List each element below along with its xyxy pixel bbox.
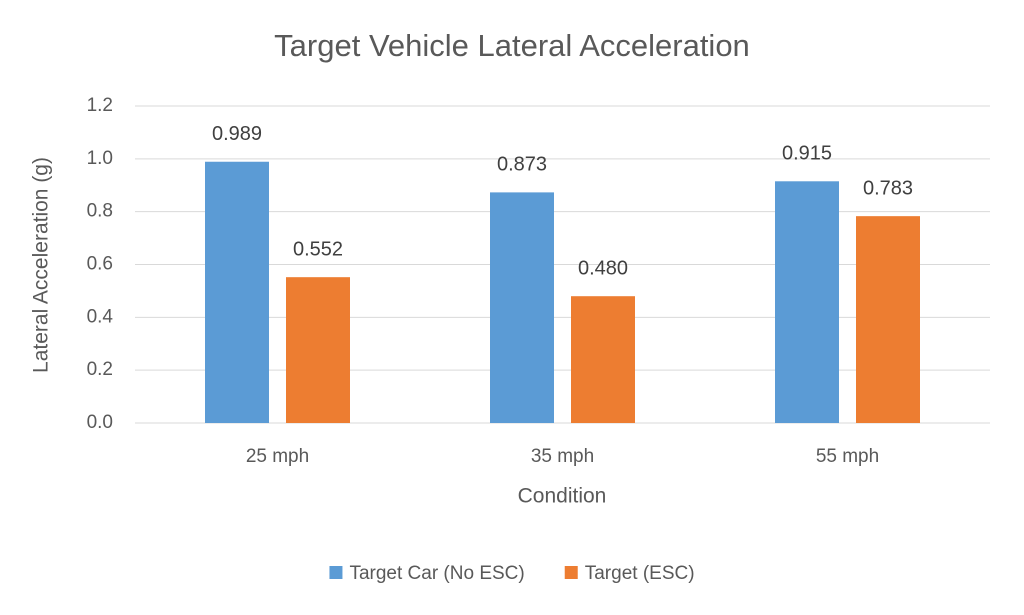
bar	[490, 192, 554, 423]
x-tick-label: 55 mph	[816, 446, 879, 467]
data-label: 0.989	[212, 123, 262, 145]
data-label: 0.552	[293, 238, 343, 260]
legend-swatch	[564, 566, 578, 579]
y-tick-label: 0.4	[87, 306, 114, 327]
bar	[571, 296, 635, 423]
bar	[286, 277, 350, 423]
x-axis-title: Condition	[518, 485, 607, 508]
bar	[856, 216, 920, 423]
y-axis-title: Lateral Acceleration (g)	[30, 157, 53, 373]
legend-swatch	[329, 566, 343, 579]
legend-label: Target (ESC)	[585, 563, 695, 584]
y-tick-label: 1.2	[87, 95, 113, 116]
bar	[775, 181, 839, 423]
y-tick-label: 0.0	[87, 412, 113, 433]
y-tick-label: 0.8	[87, 201, 113, 222]
data-label: 0.915	[782, 143, 832, 165]
legend-label: Target Car (No ESC)	[349, 563, 524, 584]
bar	[205, 161, 269, 423]
y-tick-label: 1.0	[87, 148, 113, 169]
chart-title: Target Vehicle Lateral Acceleration	[274, 28, 750, 63]
x-tick-label: 25 mph	[246, 446, 309, 467]
data-label: 0.783	[863, 177, 913, 199]
data-label: 0.480	[578, 257, 628, 279]
y-tick-label: 0.6	[87, 254, 113, 275]
x-tick-label: 35 mph	[531, 446, 594, 467]
data-label: 0.873	[497, 154, 547, 176]
y-tick-label: 0.2	[87, 359, 113, 380]
